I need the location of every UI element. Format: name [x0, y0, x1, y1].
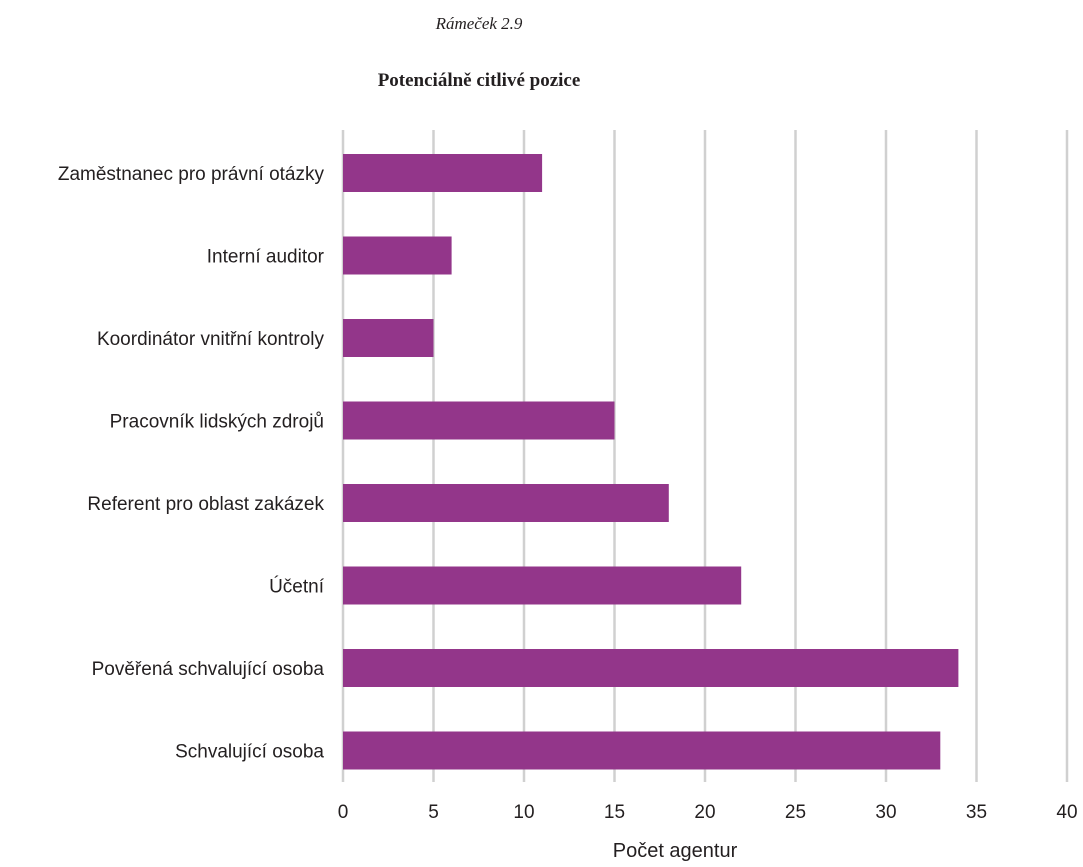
x-tick-label-25: 25	[785, 802, 806, 823]
bar-4	[343, 484, 669, 522]
category-label-3: Pracovník lidských zdrojů	[110, 412, 324, 433]
x-tick-label-30: 30	[875, 802, 896, 823]
x-tick-label-10: 10	[513, 802, 534, 823]
x-tick-label-0: 0	[338, 802, 349, 823]
bars	[343, 154, 959, 770]
x-tick-label-40: 40	[1056, 802, 1077, 823]
bar-7	[343, 731, 941, 770]
category-label-2: Koordinátor vnitřní kontroly	[97, 329, 325, 350]
x-tick-label-15: 15	[604, 802, 625, 823]
x-tick-label-35: 35	[966, 802, 987, 823]
bar-3	[343, 401, 615, 440]
category-label-1: Interní auditor	[207, 247, 325, 268]
category-label-7: Schvalující osoba	[175, 742, 324, 763]
category-label-0: Zaměstnanec pro právní otázky	[58, 164, 325, 185]
x-tick-label-20: 20	[694, 802, 715, 823]
box-label: Rámeček 2.9	[435, 14, 523, 33]
bar-1	[343, 236, 452, 275]
bar-6	[343, 649, 959, 687]
bar-5	[343, 566, 742, 605]
x-axis-title: Počet agentur	[613, 840, 738, 862]
category-label-4: Referent pro oblast zakázek	[87, 494, 324, 515]
bar-2	[343, 319, 434, 357]
x-tick-label-5: 5	[428, 802, 439, 823]
category-label-6: Pověřená schvalující osoba	[92, 659, 325, 680]
x-tick-labels: 0 5 10 15 20 25 30 35 40	[338, 802, 1078, 823]
bar-0	[343, 154, 543, 192]
category-labels: Zaměstnanec pro právní otázky Interní aud…	[58, 164, 325, 763]
category-label-5: Účetní	[269, 576, 325, 598]
chart-title: Potenciálně citlivé pozice	[377, 70, 581, 91]
